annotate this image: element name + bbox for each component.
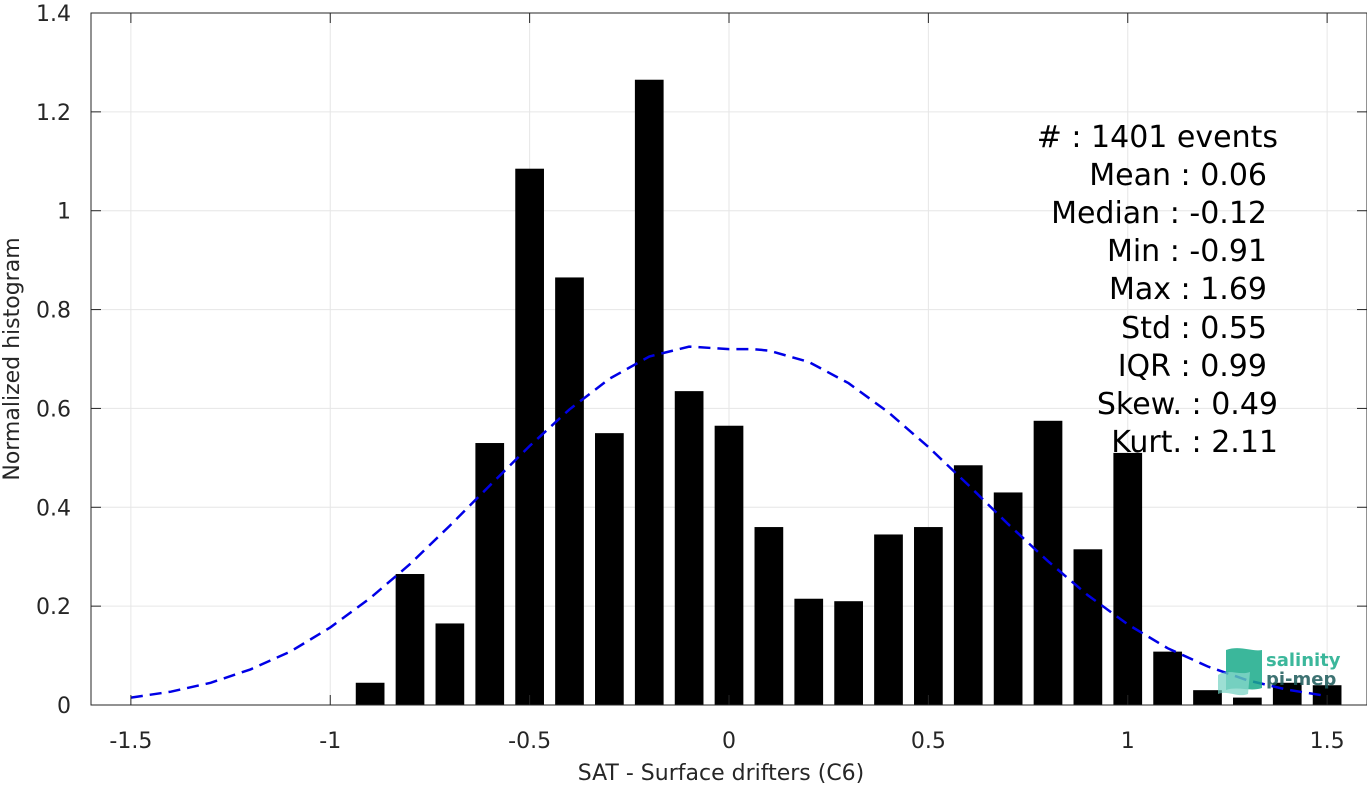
y-tick-label: 0.6: [36, 397, 71, 422]
y-tick-label: 0.2: [36, 595, 71, 620]
normal-fit-curve: [130, 345, 1328, 699]
logo-wave-shade: [1218, 672, 1250, 696]
stat-max: Max : 1.69: [1109, 272, 1267, 307]
y-axis-label: Normalized histogram: [0, 237, 25, 480]
stat-events: # : 1401 events: [1037, 120, 1278, 155]
histogram-bar: [435, 623, 465, 705]
x-tick-label: -0.5: [508, 729, 551, 754]
y-tick-label: 0.4: [36, 496, 71, 521]
histogram-bar: [794, 598, 824, 705]
histogram-bar: [1073, 549, 1103, 705]
stat-mean: Mean : 0.06: [1089, 158, 1267, 193]
x-tick-label: 1: [1121, 729, 1135, 754]
stat-kurt: Kurt. : 2.11: [1111, 425, 1278, 460]
histogram-bars: [355, 79, 1342, 705]
axis-ticks: [91, 12, 1367, 706]
histogram-bar: [1153, 651, 1182, 705]
histogram-bar: [993, 492, 1023, 705]
histogram-bar: [555, 277, 584, 705]
histogram-bar: [674, 391, 704, 705]
histogram-bar: [874, 534, 903, 705]
histogram-bar: [834, 601, 863, 705]
x-axis-label: SAT - Surface drifters (C6): [578, 761, 865, 785]
histogram-bar: [1233, 697, 1262, 705]
y-tick-label: 1: [57, 200, 71, 225]
y-tick-label: 1.2: [36, 101, 71, 126]
logo-text-pimep: pi-mep: [1266, 669, 1336, 690]
histogram-bar: [953, 465, 983, 705]
x-tick-label: 0: [722, 729, 736, 754]
x-tick-label: -1.5: [109, 729, 152, 754]
x-tick-label: 1.5: [1310, 729, 1345, 754]
histogram-bar: [754, 527, 784, 705]
stat-iqr: IQR : 0.99: [1118, 349, 1267, 384]
y-tick-labels: 0 0.2 0.4 0.6 0.8 1 1.2 1.4: [36, 2, 71, 719]
grid-lines: [91, 12, 1367, 706]
x-tick-labels: -1.5 -1 -0.5 0 0.5 1 1.5: [109, 729, 1344, 754]
histogram-bar: [1113, 452, 1143, 705]
histogram-bar: [1193, 690, 1222, 705]
histogram-bar: [475, 443, 505, 705]
y-tick-label: 0.8: [36, 299, 71, 324]
histogram-bar: [355, 682, 385, 705]
stat-skew: Skew. : 0.49: [1097, 387, 1278, 422]
x-tick-label: -1: [319, 729, 341, 754]
histogram-bar: [634, 79, 664, 705]
x-tick-label: 0.5: [911, 729, 946, 754]
salinity-pimep-logo: salinity pi-mep: [1218, 648, 1341, 696]
statistics-annotation: # : 1401 events Mean : 0.06 Median : -0.…: [1037, 120, 1278, 460]
stat-median: Median : -0.12: [1051, 196, 1267, 231]
histogram-bar: [914, 527, 943, 705]
stat-std: Std : 0.55: [1121, 311, 1267, 346]
histogram-bar: [714, 425, 744, 705]
y-tick-label: 0: [57, 694, 71, 719]
y-tick-label: 1.4: [36, 2, 71, 27]
histogram-bar: [1033, 420, 1063, 705]
stat-min: Min : -0.91: [1107, 234, 1267, 269]
histogram-bar: [595, 433, 624, 705]
logo-text-salinity: salinity: [1266, 650, 1341, 671]
histogram-bar: [395, 574, 425, 705]
